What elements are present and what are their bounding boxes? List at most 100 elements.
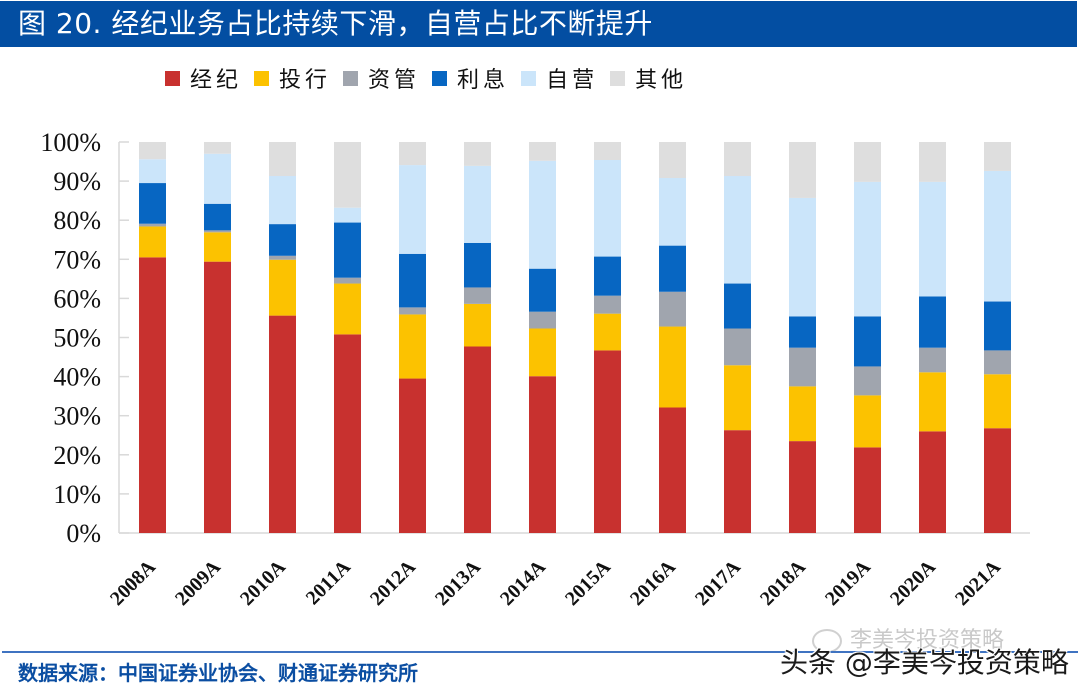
bar-segment-其他 xyxy=(659,142,686,178)
legend-item: 投行 xyxy=(254,62,331,94)
legend-item: 经纪 xyxy=(165,62,242,94)
data-source: 数据来源：中国证券业协会、财通证券研究所 xyxy=(18,661,418,685)
bar-segment-投行 xyxy=(984,374,1011,429)
bar-group xyxy=(334,142,361,533)
bar-segment-经纪 xyxy=(659,407,686,533)
y-tick-label: 0% xyxy=(66,519,101,548)
bar-segment-经纪 xyxy=(919,431,946,533)
bar-group xyxy=(204,142,231,533)
bar-segment-自营 xyxy=(529,160,556,269)
x-tick-label: 2009A xyxy=(171,556,225,610)
bar-segment-经纪 xyxy=(529,376,556,533)
y-tick-label: 100% xyxy=(40,128,101,157)
bar-segment-资管 xyxy=(529,311,556,329)
bar-segment-投行 xyxy=(269,259,296,316)
bar-segment-经纪 xyxy=(854,447,881,533)
bar-segment-其他 xyxy=(399,142,426,166)
x-tick-label: 2021A xyxy=(951,556,1005,610)
bar-segment-利息 xyxy=(919,296,946,348)
bar-segment-投行 xyxy=(464,303,491,347)
bar-group xyxy=(464,142,491,533)
legend-label: 资管 xyxy=(368,68,421,93)
bar-group xyxy=(789,142,816,533)
bar-group xyxy=(724,142,751,533)
legend-label: 其他 xyxy=(635,68,688,93)
bar-segment-经纪 xyxy=(789,441,816,533)
bar-segment-其他 xyxy=(139,142,166,160)
x-tick-label: 2014A xyxy=(496,556,550,610)
bar-segment-经纪 xyxy=(399,378,426,533)
bar-group xyxy=(399,142,426,533)
bar-segment-投行 xyxy=(204,232,231,262)
bar-segment-其他 xyxy=(854,142,881,182)
bar-segment-资管 xyxy=(204,230,231,233)
bar-group xyxy=(984,142,1011,533)
bar-segment-资管 xyxy=(334,277,361,284)
footer-divider xyxy=(2,651,1078,653)
bar-segment-其他 xyxy=(984,142,1011,171)
bar-segment-利息 xyxy=(399,253,426,308)
bar-segment-经纪 xyxy=(594,350,621,533)
x-tick-label: 2015A xyxy=(561,556,615,610)
bar-segment-资管 xyxy=(724,328,751,366)
bar-segment-其他 xyxy=(919,142,946,182)
legend-item: 其他 xyxy=(610,62,687,94)
bar-segment-资管 xyxy=(659,291,686,327)
title-bar: 图 20. 经纪业务占比持续下滑，自营占比不断提升 xyxy=(0,1,1077,47)
y-tick-label: 90% xyxy=(53,167,101,196)
bar-group xyxy=(269,142,296,533)
bar-segment-自营 xyxy=(919,181,946,297)
bar-segment-利息 xyxy=(854,316,881,367)
bar-segment-利息 xyxy=(789,316,816,348)
bar-segment-投行 xyxy=(789,386,816,442)
bar-segment-资管 xyxy=(139,223,166,227)
legend-item: 利息 xyxy=(432,62,509,94)
x-tick-label: 2017A xyxy=(691,556,745,610)
bar-group xyxy=(594,142,621,533)
chart-title: 图 20. 经纪业务占比持续下滑，自营占比不断提升 xyxy=(18,7,653,40)
bar-segment-利息 xyxy=(334,222,361,278)
y-tick-label: 80% xyxy=(53,206,101,235)
bar-segment-自营 xyxy=(984,170,1011,302)
bar-segment-自营 xyxy=(464,165,491,243)
bar-segment-自营 xyxy=(269,176,296,225)
bar-segment-其他 xyxy=(464,142,491,166)
bar-segment-资管 xyxy=(269,255,296,260)
bar-segment-经纪 xyxy=(724,430,751,533)
legend-swatch xyxy=(521,70,537,86)
bar-segment-投行 xyxy=(659,326,686,408)
bar-segment-投行 xyxy=(334,283,361,335)
bar-segment-其他 xyxy=(204,142,231,154)
bar-segment-资管 xyxy=(789,347,816,387)
y-tick-label: 20% xyxy=(53,441,101,470)
y-tick-label: 40% xyxy=(53,363,101,392)
bar-segment-投行 xyxy=(399,314,426,379)
bar-segment-资管 xyxy=(984,350,1011,375)
bar-segment-利息 xyxy=(724,283,751,329)
x-tick-label: 2018A xyxy=(756,556,810,610)
bar-segment-投行 xyxy=(529,328,556,377)
bar-segment-自营 xyxy=(399,165,426,254)
bar-group xyxy=(139,142,166,533)
wechat-watermark-text: 李美岑投资策略 xyxy=(850,628,1005,653)
bar-segment-其他 xyxy=(334,142,361,208)
bar-segment-投行 xyxy=(724,365,751,431)
bar-segment-自营 xyxy=(139,159,166,184)
bar-segment-投行 xyxy=(919,372,946,432)
legend-swatch xyxy=(254,70,270,86)
bar-segment-自营 xyxy=(789,197,816,317)
legend-label: 经纪 xyxy=(190,68,243,93)
bar-segment-自营 xyxy=(724,176,751,284)
x-tick-label: 2016A xyxy=(626,556,680,610)
bar-segment-经纪 xyxy=(269,315,296,533)
wechat-watermark: 李美岑投资策略 xyxy=(812,622,1004,654)
bar-segment-投行 xyxy=(594,313,621,351)
x-tick-label: 2012A xyxy=(366,556,420,610)
legend-swatch xyxy=(610,70,626,86)
bar-segment-利息 xyxy=(204,203,231,231)
legend-item: 资管 xyxy=(343,62,420,94)
y-tick-label: 70% xyxy=(53,245,101,274)
bar-segment-自营 xyxy=(659,177,686,246)
bar-segment-资管 xyxy=(464,287,491,304)
bar-segment-经纪 xyxy=(334,334,361,533)
